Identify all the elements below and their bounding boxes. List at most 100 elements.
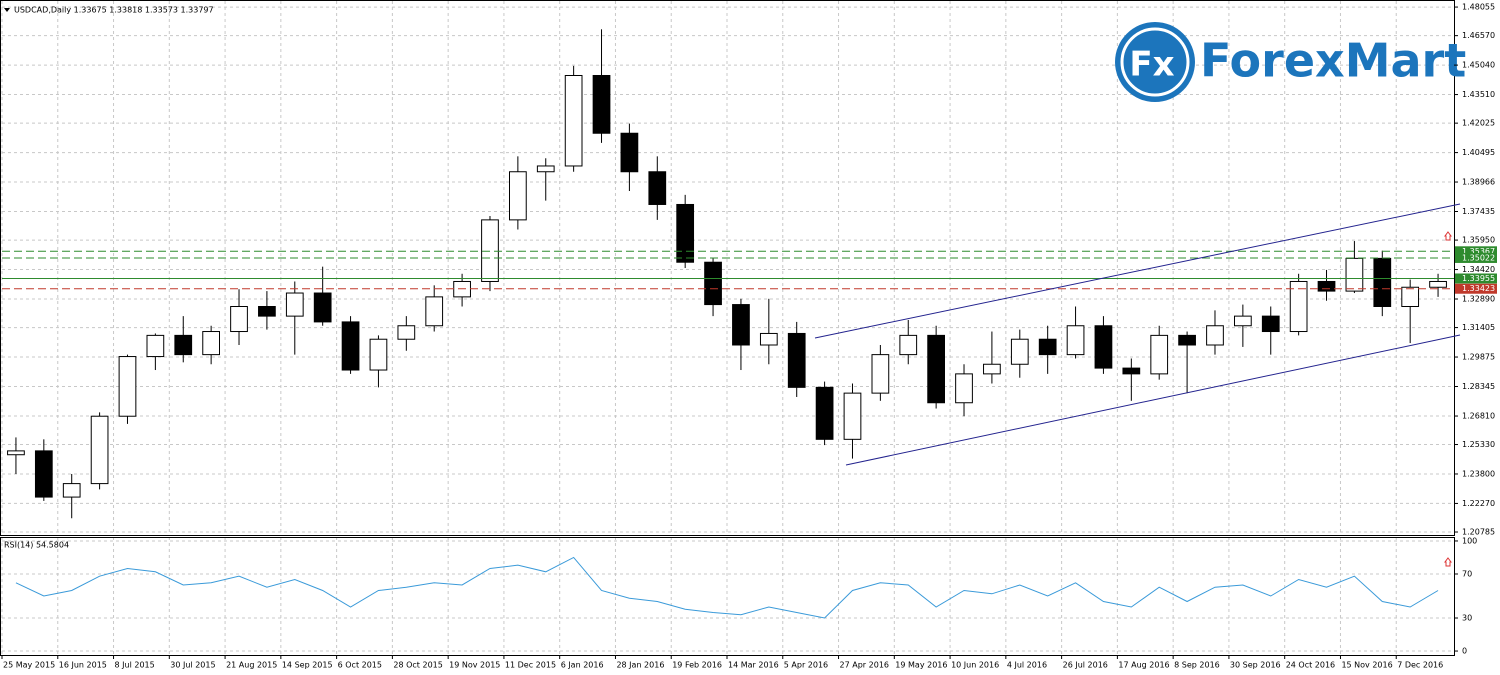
y-tick-label: 1.38966: [1462, 178, 1495, 187]
x-tick-label: 27 Apr 2016: [840, 661, 889, 670]
candle-body: [536, 165, 555, 173]
y-tick-label: 1.32890: [1462, 294, 1495, 303]
candle-body: [1122, 367, 1141, 375]
candle-body: [313, 292, 332, 323]
price-level-box: [1455, 246, 1497, 257]
candle-body: [620, 132, 639, 173]
x-tick-label: 24 Oct 2016: [1286, 661, 1335, 670]
candle-body: [146, 334, 165, 358]
y-tick-label: 1.34420: [1462, 265, 1495, 274]
y-tick-label: 100: [1462, 536, 1477, 545]
price-level-box: [1455, 252, 1497, 263]
candle-body: [1345, 257, 1364, 292]
x-tick-label: 26 Jul 2016: [1063, 661, 1108, 670]
main-frame: [0, 0, 1455, 536]
y-tick-label: 1.48055: [1462, 3, 1495, 12]
x-tick-label: 17 Aug 2016: [1118, 661, 1169, 670]
y-tick-label: 1.22270: [1462, 499, 1495, 508]
y-tick-label: 1.31405: [1462, 323, 1495, 332]
y-tick-label: 1.42025: [1462, 119, 1495, 128]
candle-body: [90, 415, 109, 485]
candle-body: [118, 356, 137, 417]
x-tick-label: 30 Jul 2015: [170, 661, 215, 670]
price-level-label: 1.35022: [1462, 253, 1495, 262]
candle-body: [62, 483, 81, 498]
x-tick-label: 14 Sep 2015: [282, 661, 333, 670]
candle-body: [871, 354, 890, 394]
candle-body: [285, 292, 304, 317]
y-tick-label: 1.43510: [1462, 90, 1495, 99]
y-tick-label: 1.26810: [1462, 412, 1495, 421]
x-tick-label: 21 Aug 2015: [226, 661, 277, 670]
x-tick-label: 4 Jul 2016: [1007, 661, 1047, 670]
candle-body: [899, 334, 918, 356]
x-tick-label: 30 Sep 2016: [1230, 661, 1281, 670]
y-tick-label: 1.46570: [1462, 31, 1495, 40]
alert-icon: [1444, 557, 1452, 567]
y-tick-label: 0: [1462, 647, 1467, 656]
candle-body: [1010, 338, 1029, 365]
rsi-line: [15, 556, 1439, 619]
candle-body: [676, 203, 695, 263]
candle-body: [1206, 325, 1224, 346]
y-tick-label: 70: [1462, 569, 1472, 578]
candle-body: [481, 219, 499, 282]
candle-body: [1066, 325, 1085, 356]
x-tick-label: 7 Dec 2016: [1397, 661, 1443, 670]
x-tick-label: 28 Oct 2015: [393, 661, 442, 670]
x-tick-label: 16 Jun 2015: [59, 661, 107, 670]
candle-body: [983, 363, 1001, 375]
price-level-label: 1.33423: [1462, 284, 1495, 293]
logo: Fx ForexMart: [1115, 22, 1466, 102]
candle-body: [425, 296, 444, 327]
logo-ring: [1120, 27, 1190, 97]
x-tick-label: 5 Apr 2016: [784, 661, 828, 670]
candle-body: [704, 261, 722, 306]
y-tick-label: 1.35950: [1462, 236, 1495, 245]
y-tick-label: 1.28345: [1462, 382, 1495, 391]
candle-body: [1150, 334, 1169, 375]
x-tick-label: 19 Nov 2015: [449, 661, 500, 670]
y-tick-label: 1.45040: [1462, 61, 1495, 70]
x-tick-label: 14 Mar 2016: [728, 661, 779, 670]
candle-body: [369, 338, 388, 371]
x-tick-label: 6 Oct 2015: [338, 661, 382, 670]
alert-icon: [1444, 231, 1452, 241]
candle-body: [341, 321, 360, 371]
y-tick-label: 1.20785: [1462, 528, 1495, 537]
candle-body: [1373, 257, 1392, 308]
marks: [2, 29, 1454, 619]
x-tick-label: 11 Dec 2015: [505, 661, 556, 670]
y-tick-label: 30: [1462, 614, 1472, 623]
axis: 1.48055 1.46570 1.45040 1.43510 1.42025 1.404…: [1, 3, 1497, 670]
candle-body: [787, 332, 806, 388]
candle-body: [732, 304, 750, 346]
menu-arrow: [4, 8, 10, 12]
candle-body: [258, 306, 276, 317]
x-tick-label: 6 Jan 2016: [561, 661, 604, 670]
price-level-box: [1455, 283, 1497, 294]
x-tick-label: 8 Sep 2016: [1174, 661, 1220, 670]
candle-body: [815, 386, 834, 440]
candle-body: [843, 392, 862, 440]
logo-mark: Fx: [1129, 45, 1174, 85]
candle-body: [230, 306, 248, 333]
candle-body: [509, 171, 527, 221]
candle-body: [1429, 280, 1447, 288]
candle-body: [592, 74, 611, 134]
logo-circle: [1115, 22, 1195, 102]
candle-body: [1317, 280, 1336, 292]
price-level-label: 1.35367: [1462, 247, 1495, 256]
candle-body: [927, 334, 945, 404]
y-tick-label: 1.23800: [1462, 469, 1495, 478]
candle-body: [955, 373, 973, 404]
x-tick-label: 19 May 2016: [895, 661, 947, 670]
candle-body: [1401, 286, 1420, 308]
candle-body: [1178, 334, 1196, 346]
rsi-title: RSI(14) 54.5804: [4, 541, 69, 550]
channel-lower: [845, 334, 1461, 466]
candle-body: [648, 171, 667, 205]
candle-body: [34, 450, 53, 498]
